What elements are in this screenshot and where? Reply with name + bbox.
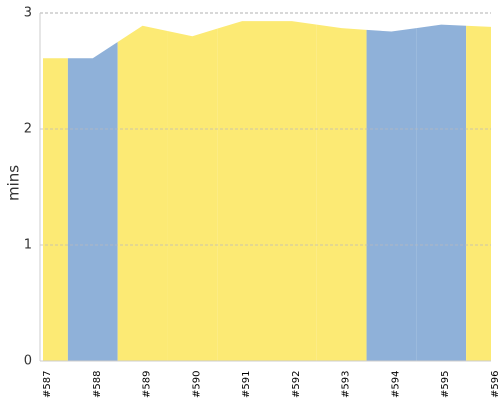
area-segment <box>466 25 491 361</box>
y-tick-label: 1 <box>24 238 32 253</box>
area-segment <box>416 24 467 361</box>
area-segment <box>67 42 118 361</box>
y-tick-label: 0 <box>24 354 32 369</box>
y-axis-label: mins <box>5 165 23 201</box>
x-tick-label: #589 <box>142 371 153 398</box>
x-tick-label: #592 <box>291 371 302 398</box>
y-tick-label: 2 <box>24 122 32 137</box>
x-tick-label: #594 <box>390 371 401 398</box>
area-segment <box>167 28 218 361</box>
area-segment <box>267 21 317 362</box>
x-tick-label: #593 <box>341 371 352 398</box>
area-segment <box>43 58 68 362</box>
x-tick-label: #595 <box>440 371 451 398</box>
x-tick-label: #596 <box>490 371 500 398</box>
area-segment <box>316 24 367 361</box>
x-tick-label: #587 <box>42 371 53 398</box>
y-tick-label: 3 <box>24 6 32 21</box>
area-segment <box>217 21 267 362</box>
area-segment <box>366 28 417 362</box>
x-tick-label: #590 <box>191 371 202 398</box>
area-segment <box>117 25 168 361</box>
x-tick-label: #591 <box>241 371 252 398</box>
x-tick-label: #588 <box>92 371 103 398</box>
